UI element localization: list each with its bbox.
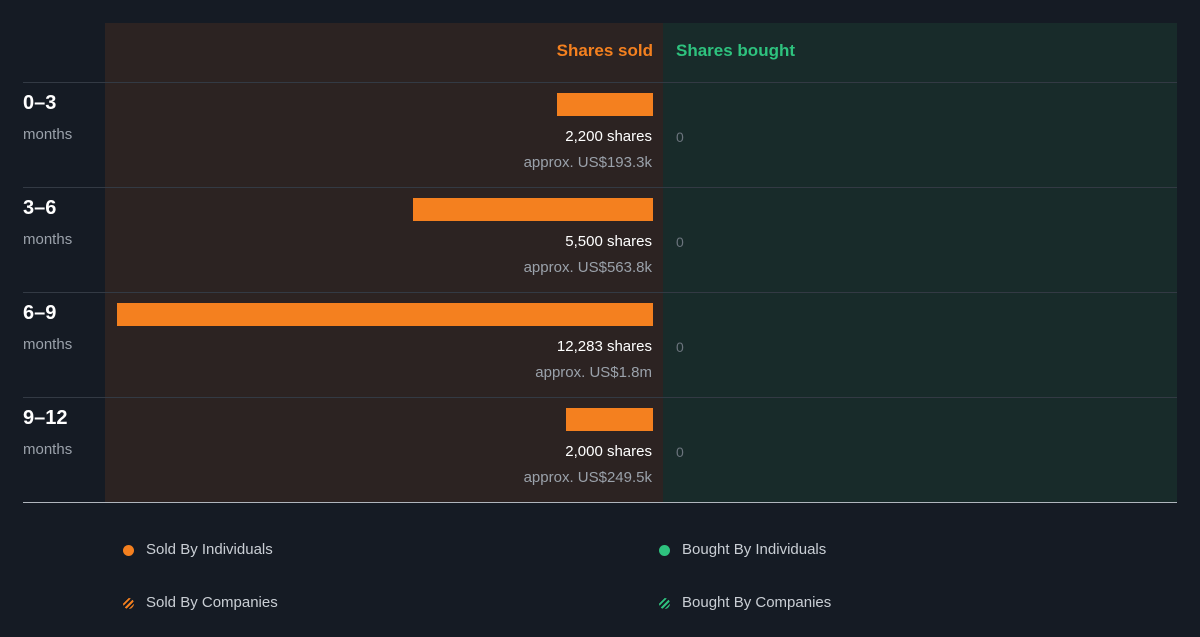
sold-shares-label: 2,200 shares: [565, 128, 652, 145]
legend-dot-marker-icon: [659, 545, 670, 556]
sold-shares-label: 12,283 shares: [556, 338, 652, 355]
legend-label: Sold By Individuals: [146, 541, 273, 558]
bought-value-label: 0: [676, 444, 684, 460]
legend-label: Bought By Individuals: [682, 541, 827, 558]
bought-value-label: 0: [676, 129, 684, 145]
sold-value-label: approx. US$193.3k: [523, 154, 652, 171]
sold-value-label: approx. US$563.8k: [523, 259, 652, 276]
bought-panel: [663, 23, 1177, 502]
sold-value-label: approx. US$1.8m: [535, 364, 652, 381]
legend-label: Sold By Companies: [146, 594, 278, 611]
legend-dot-marker-icon: [123, 545, 134, 556]
row-separator: [23, 502, 1177, 503]
period-unit-label: months: [23, 126, 73, 143]
period-label: 0–3: [23, 92, 57, 114]
row-separator: [23, 292, 1177, 293]
row-separator: [23, 82, 1177, 83]
sold-bar: [566, 408, 653, 431]
sold-bar: [413, 198, 653, 221]
period-label: 3–6: [23, 197, 57, 219]
legend-hatched-marker-icon: [659, 598, 670, 609]
sold-shares-label: 5,500 shares: [565, 233, 652, 250]
sold-bar: [557, 93, 653, 116]
sold-value-label: approx. US$249.5k: [523, 469, 652, 486]
period-label: 9–12: [23, 407, 68, 429]
shares-bought-header: Shares bought: [676, 41, 796, 60]
period-unit-label: months: [23, 336, 73, 353]
bought-value-label: 0: [676, 339, 684, 355]
sold-bar: [117, 303, 653, 326]
row-separator: [23, 187, 1177, 188]
period-unit-label: months: [23, 231, 73, 248]
bought-value-label: 0: [676, 234, 684, 250]
legend-label: Bought By Companies: [682, 594, 832, 611]
shares-sold-header: Shares sold: [556, 41, 653, 60]
period-label: 6–9: [23, 302, 57, 324]
period-unit-label: months: [23, 441, 73, 458]
sold-shares-label: 2,000 shares: [565, 443, 652, 460]
legend-hatched-marker-icon: [123, 598, 134, 609]
row-separator: [23, 397, 1177, 398]
